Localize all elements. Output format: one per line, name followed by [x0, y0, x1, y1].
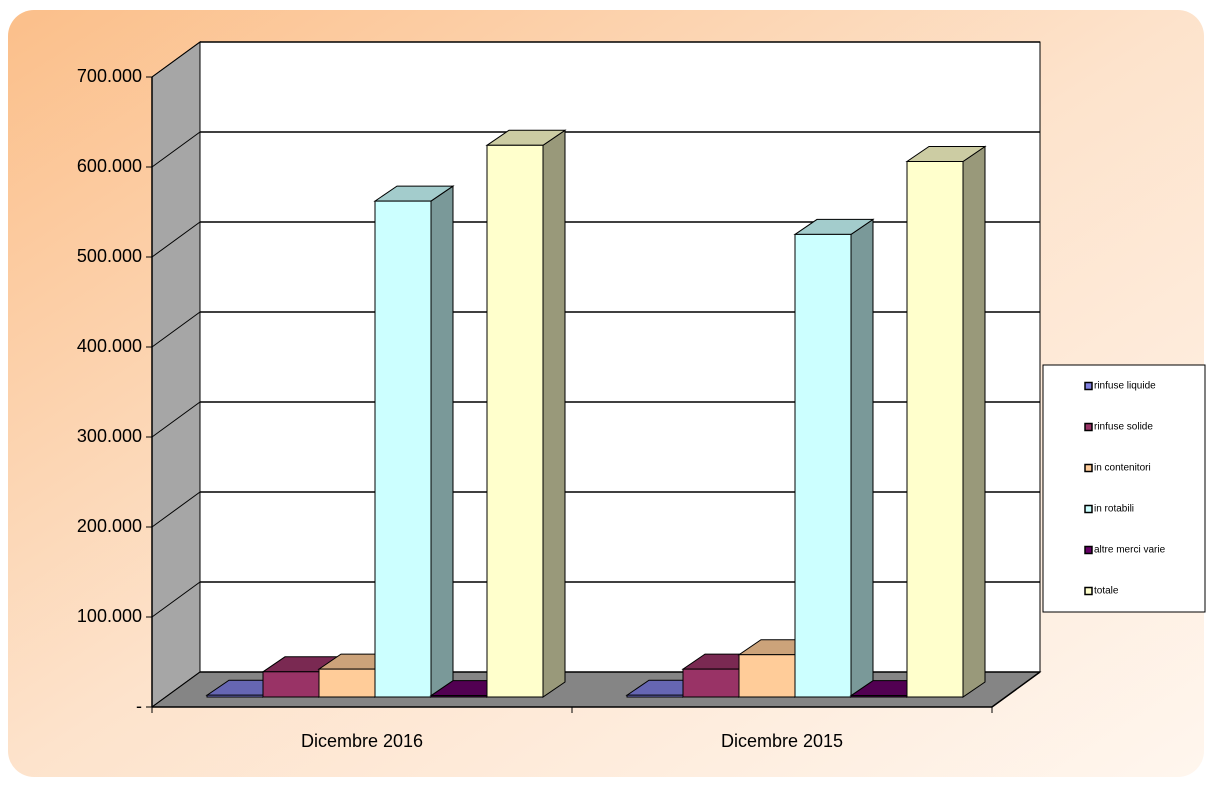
legend-swatch — [1084, 463, 1093, 473]
bar — [486, 144, 544, 698]
legend-label: rinfuse liquide — [1094, 381, 1156, 392]
grid-line — [151, 41, 201, 78]
bar-side — [850, 218, 874, 698]
x-tick-label: Dicembre 2015 — [721, 731, 843, 751]
bar-side — [542, 129, 566, 698]
bar — [262, 671, 320, 698]
legend-swatch — [1084, 504, 1093, 514]
legend-label: altre merci varie — [1094, 545, 1166, 556]
grid-line — [151, 671, 201, 708]
bar — [374, 200, 432, 698]
grid-line — [151, 221, 201, 258]
bar — [906, 161, 964, 698]
bar — [850, 695, 908, 698]
x-tick-label: Dicembre 2016 — [301, 731, 423, 751]
y-tick-label: 600.000 — [77, 156, 142, 176]
bar — [794, 233, 852, 698]
bar — [318, 668, 376, 698]
grid-line — [151, 491, 201, 528]
legend-label: in rotabili — [1094, 504, 1134, 515]
y-tick-label: 700.000 — [77, 66, 142, 86]
bar — [430, 695, 488, 698]
legend-swatch — [1084, 422, 1093, 432]
y-tick-label: 200.000 — [77, 516, 142, 536]
bar-side — [430, 185, 454, 698]
grid-line — [151, 581, 201, 618]
grid-line — [151, 131, 201, 168]
y-tick-label: - — [136, 696, 142, 716]
bar-side — [962, 145, 986, 698]
y-tick-label: 100.000 — [77, 606, 142, 626]
legend-swatch — [1084, 545, 1093, 555]
bar — [738, 654, 796, 698]
legend-swatch — [1084, 381, 1093, 391]
legend-label: in contenitori — [1094, 463, 1151, 474]
legend-label: totale — [1094, 586, 1119, 597]
y-tick-label: 400.000 — [77, 336, 142, 356]
y-tick-label: 500.000 — [77, 246, 142, 266]
grid-line — [151, 401, 201, 438]
bar — [682, 668, 740, 698]
legend-label: rinfuse solide — [1094, 422, 1153, 433]
side-wall — [151, 41, 201, 708]
grid-line — [151, 311, 201, 348]
y-tick-label: 300.000 — [77, 426, 142, 446]
x-axis-depth — [991, 671, 1041, 708]
legend-swatch — [1084, 586, 1093, 596]
bar — [626, 694, 684, 698]
legend-box — [1042, 364, 1206, 613]
bar — [206, 694, 264, 698]
